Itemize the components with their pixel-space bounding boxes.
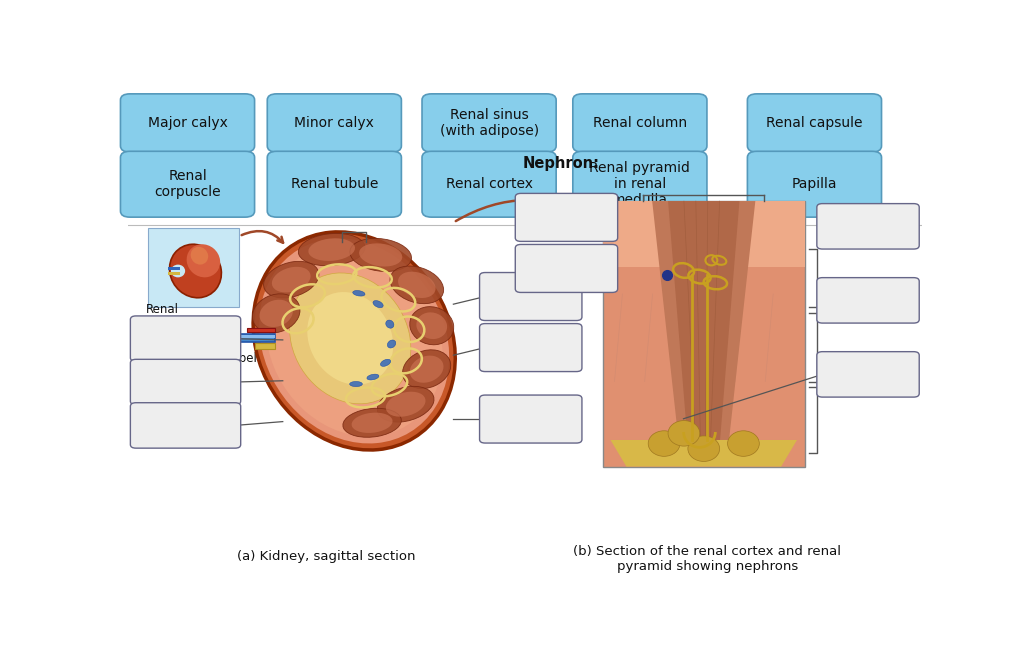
- Text: Renal pelvis: Renal pelvis: [202, 352, 273, 365]
- Polygon shape: [668, 201, 739, 446]
- Ellipse shape: [373, 300, 383, 308]
- Ellipse shape: [171, 265, 185, 277]
- Ellipse shape: [253, 294, 300, 333]
- Ellipse shape: [170, 244, 221, 298]
- FancyBboxPatch shape: [748, 151, 882, 217]
- Ellipse shape: [386, 320, 394, 328]
- FancyBboxPatch shape: [572, 151, 707, 217]
- Ellipse shape: [386, 392, 426, 417]
- Ellipse shape: [648, 431, 680, 456]
- Ellipse shape: [398, 272, 435, 298]
- Ellipse shape: [668, 420, 699, 446]
- Bar: [602, 201, 805, 467]
- Text: Renal tubule: Renal tubule: [291, 177, 378, 191]
- Polygon shape: [219, 334, 274, 343]
- FancyBboxPatch shape: [267, 94, 401, 152]
- Ellipse shape: [290, 273, 411, 404]
- Polygon shape: [247, 328, 274, 332]
- Ellipse shape: [390, 266, 443, 304]
- Bar: [219, 335, 274, 338]
- Ellipse shape: [307, 292, 393, 385]
- Ellipse shape: [272, 267, 310, 292]
- Text: (b) Section of the renal cortex and renal
pyramid showing nephrons: (b) Section of the renal cortex and rena…: [573, 546, 842, 573]
- FancyBboxPatch shape: [121, 151, 255, 217]
- FancyBboxPatch shape: [748, 94, 882, 152]
- FancyBboxPatch shape: [817, 204, 920, 249]
- Ellipse shape: [259, 300, 293, 327]
- Text: Minor calyx: Minor calyx: [294, 116, 375, 130]
- Text: Renal pyramid
in renal
medulla: Renal pyramid in renal medulla: [590, 161, 690, 208]
- Ellipse shape: [688, 436, 720, 461]
- Ellipse shape: [410, 355, 443, 383]
- Ellipse shape: [410, 307, 454, 345]
- Text: Renal sinus
(with adipose): Renal sinus (with adipose): [439, 108, 539, 138]
- Ellipse shape: [387, 340, 395, 348]
- Text: Renal capsule: Renal capsule: [766, 116, 862, 130]
- FancyBboxPatch shape: [479, 272, 582, 320]
- FancyBboxPatch shape: [817, 278, 920, 323]
- Ellipse shape: [190, 247, 208, 265]
- Ellipse shape: [378, 387, 434, 422]
- FancyBboxPatch shape: [572, 94, 707, 152]
- Polygon shape: [255, 343, 274, 349]
- Ellipse shape: [417, 312, 447, 339]
- FancyBboxPatch shape: [422, 151, 556, 217]
- FancyBboxPatch shape: [147, 227, 240, 307]
- Ellipse shape: [359, 243, 402, 267]
- Text: (a) Kidney, sagittal section: (a) Kidney, sagittal section: [238, 550, 416, 564]
- Polygon shape: [652, 201, 756, 453]
- Text: Renal
hilum: Renal hilum: [146, 303, 179, 331]
- Bar: [169, 267, 180, 270]
- Ellipse shape: [253, 232, 456, 450]
- Ellipse shape: [350, 239, 412, 271]
- FancyBboxPatch shape: [515, 194, 617, 241]
- Ellipse shape: [728, 431, 760, 456]
- Text: Nephron:: Nephron:: [522, 156, 599, 171]
- FancyBboxPatch shape: [130, 402, 241, 448]
- Text: Papilla: Papilla: [792, 177, 838, 191]
- FancyBboxPatch shape: [130, 359, 241, 404]
- Ellipse shape: [298, 233, 365, 266]
- FancyBboxPatch shape: [267, 151, 401, 217]
- Ellipse shape: [381, 359, 390, 367]
- FancyBboxPatch shape: [817, 351, 920, 397]
- FancyBboxPatch shape: [130, 316, 241, 361]
- Ellipse shape: [308, 238, 355, 261]
- Text: Renal
corpuscle: Renal corpuscle: [155, 169, 221, 200]
- FancyBboxPatch shape: [121, 94, 255, 152]
- Text: Renal cortex: Renal cortex: [445, 177, 532, 191]
- Text: Renal column: Renal column: [593, 116, 687, 130]
- Polygon shape: [610, 440, 797, 467]
- FancyBboxPatch shape: [479, 324, 582, 371]
- Ellipse shape: [352, 290, 365, 296]
- FancyBboxPatch shape: [515, 245, 617, 292]
- Text: Major calyx: Major calyx: [147, 116, 227, 130]
- Ellipse shape: [367, 374, 379, 380]
- Ellipse shape: [343, 408, 401, 438]
- Bar: [169, 272, 180, 275]
- Ellipse shape: [259, 239, 450, 444]
- Bar: [602, 201, 805, 267]
- Ellipse shape: [266, 245, 442, 436]
- FancyBboxPatch shape: [422, 94, 556, 152]
- Ellipse shape: [263, 261, 318, 298]
- FancyBboxPatch shape: [479, 395, 582, 443]
- Ellipse shape: [186, 244, 220, 277]
- Ellipse shape: [402, 350, 451, 389]
- Ellipse shape: [351, 412, 392, 433]
- Ellipse shape: [349, 381, 362, 387]
